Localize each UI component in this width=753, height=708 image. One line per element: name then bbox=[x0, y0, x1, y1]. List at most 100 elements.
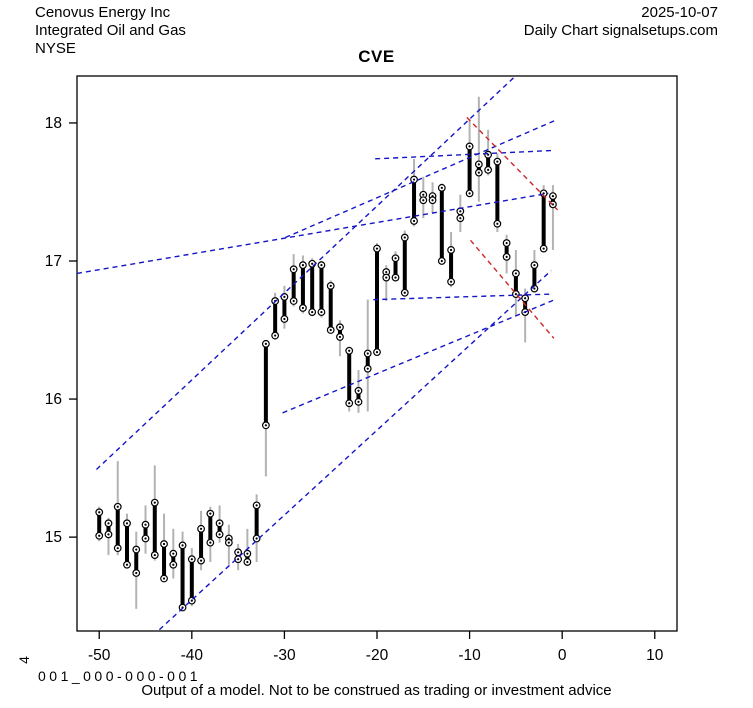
open-close-marker-dot bbox=[153, 553, 156, 557]
open-close-marker-dot bbox=[412, 219, 416, 223]
company-name: Cenovus Energy Inc bbox=[35, 4, 171, 21]
open-close-marker-dot bbox=[542, 247, 545, 250]
open-close-marker-dot bbox=[237, 558, 240, 561]
open-close-marker-dot bbox=[440, 259, 443, 263]
open-close-marker-dot bbox=[385, 276, 388, 279]
open-close-marker-dot bbox=[329, 328, 332, 332]
x-tick-label: -10 bbox=[458, 647, 481, 664]
open-close-marker-dot bbox=[116, 547, 119, 550]
open-close-marker-dot bbox=[125, 563, 129, 566]
x-tick-label: -50 bbox=[88, 647, 111, 664]
open-close-marker-dot bbox=[135, 571, 138, 575]
open-close-marker-dot bbox=[125, 522, 129, 525]
open-close-marker-dot bbox=[459, 217, 462, 220]
open-close-marker-dot bbox=[292, 299, 295, 303]
trendline-blue bbox=[95, 76, 515, 470]
open-close-marker-dot bbox=[199, 527, 203, 530]
open-close-marker-dot bbox=[422, 199, 425, 202]
open-close-marker-dot bbox=[477, 163, 480, 166]
open-close-marker-dot bbox=[551, 195, 555, 198]
open-close-marker-dot bbox=[449, 248, 453, 252]
open-close-marker-dot bbox=[107, 522, 110, 525]
open-close-marker-dot bbox=[422, 193, 425, 196]
open-close-marker-dot bbox=[209, 541, 212, 544]
open-close-marker-dot bbox=[116, 505, 119, 508]
trendline-blue bbox=[285, 119, 556, 239]
open-close-marker-dot bbox=[209, 512, 212, 515]
open-close-marker-dot bbox=[366, 352, 369, 355]
open-close-marker-dot bbox=[357, 400, 360, 403]
open-close-marker-dot bbox=[524, 297, 527, 300]
open-close-marker-dot bbox=[403, 236, 406, 239]
signal-line-red bbox=[469, 239, 555, 339]
open-close-marker-dot bbox=[440, 186, 443, 189]
open-close-marker-dot bbox=[98, 534, 101, 537]
open-close-marker-dot bbox=[218, 522, 221, 525]
open-close-marker-dot bbox=[468, 192, 471, 195]
header-right: 2025-10-07 Daily Chart signalsetups.com bbox=[524, 4, 718, 40]
open-close-marker-dot bbox=[514, 272, 517, 275]
open-close-marker-dot bbox=[375, 351, 379, 354]
open-close-marker-dot bbox=[172, 563, 175, 566]
open-close-marker-dot bbox=[514, 293, 517, 296]
open-close-marker-dot bbox=[348, 402, 351, 405]
open-close-marker-dot bbox=[329, 284, 332, 287]
trendline-blue bbox=[158, 270, 552, 631]
x-tick-label: 0 bbox=[558, 647, 567, 664]
open-close-marker-dot bbox=[292, 268, 295, 271]
open-close-marker-dot bbox=[320, 264, 323, 267]
open-close-marker-dot bbox=[190, 599, 193, 602]
open-close-marker-dot bbox=[283, 295, 286, 298]
open-close-marker-dot bbox=[162, 542, 166, 546]
signal-line-red bbox=[466, 116, 559, 211]
y-tick-label: 16 bbox=[45, 391, 62, 408]
industry-name: Integrated Oil and Gas bbox=[35, 22, 186, 39]
open-close-marker-dot bbox=[449, 280, 453, 283]
open-close-marker-dot bbox=[255, 504, 258, 507]
open-close-marker-dot bbox=[301, 264, 305, 267]
open-close-marker-dot bbox=[477, 171, 480, 174]
open-close-marker-dot bbox=[366, 367, 369, 370]
open-close-marker-dot bbox=[172, 552, 175, 555]
open-close-marker-dot bbox=[311, 262, 314, 265]
open-close-marker-dot bbox=[394, 257, 397, 260]
header-left: Cenovus Energy Inc Integrated Oil and Ga… bbox=[35, 4, 186, 58]
open-close-marker-dot bbox=[190, 558, 193, 561]
ticker-title: CVE bbox=[358, 47, 395, 66]
open-close-marker-dot bbox=[98, 511, 101, 514]
open-close-marker-dot bbox=[181, 544, 184, 547]
open-close-marker-dot bbox=[144, 537, 147, 540]
open-close-marker-dot bbox=[385, 270, 388, 274]
open-close-marker-dot bbox=[246, 552, 249, 555]
open-close-marker-dot bbox=[338, 335, 342, 339]
trendline-blue bbox=[373, 293, 551, 301]
open-close-marker-dot bbox=[144, 523, 147, 526]
y-tick-label: 18 bbox=[45, 115, 62, 132]
open-close-marker-dot bbox=[255, 537, 258, 540]
open-close-marker-dot bbox=[274, 334, 277, 337]
disclaimer-text: Output of a model. Not to be construed a… bbox=[141, 682, 612, 699]
open-close-marker-dot bbox=[357, 389, 360, 392]
open-close-marker-dot bbox=[348, 349, 351, 352]
open-close-marker-dot bbox=[135, 548, 138, 551]
exchange-name: NYSE bbox=[35, 40, 76, 57]
open-close-marker-dot bbox=[403, 291, 406, 294]
open-close-marker-dot bbox=[533, 287, 536, 290]
x-tick-label: 10 bbox=[646, 647, 664, 664]
open-close-marker-dot bbox=[533, 264, 536, 267]
open-close-marker-dot bbox=[227, 541, 230, 544]
x-tick-label: -30 bbox=[273, 647, 296, 664]
open-close-marker-dot bbox=[496, 222, 499, 225]
open-close-marker-dot bbox=[301, 306, 305, 310]
open-close-marker-dot bbox=[153, 501, 156, 504]
open-close-marker-dot bbox=[338, 326, 342, 329]
open-close-marker-dot bbox=[487, 168, 490, 171]
open-close-marker-dot bbox=[412, 178, 416, 181]
open-close-marker-dot bbox=[162, 577, 166, 580]
open-close-marker-dot bbox=[237, 551, 240, 554]
open-close-marker-dot bbox=[394, 276, 397, 279]
model-code: 001_000-000-001 bbox=[38, 668, 202, 684]
chart-date: 2025-10-07 bbox=[641, 4, 718, 21]
x-tick-label: -40 bbox=[181, 647, 204, 664]
open-close-marker-dot bbox=[320, 310, 323, 314]
